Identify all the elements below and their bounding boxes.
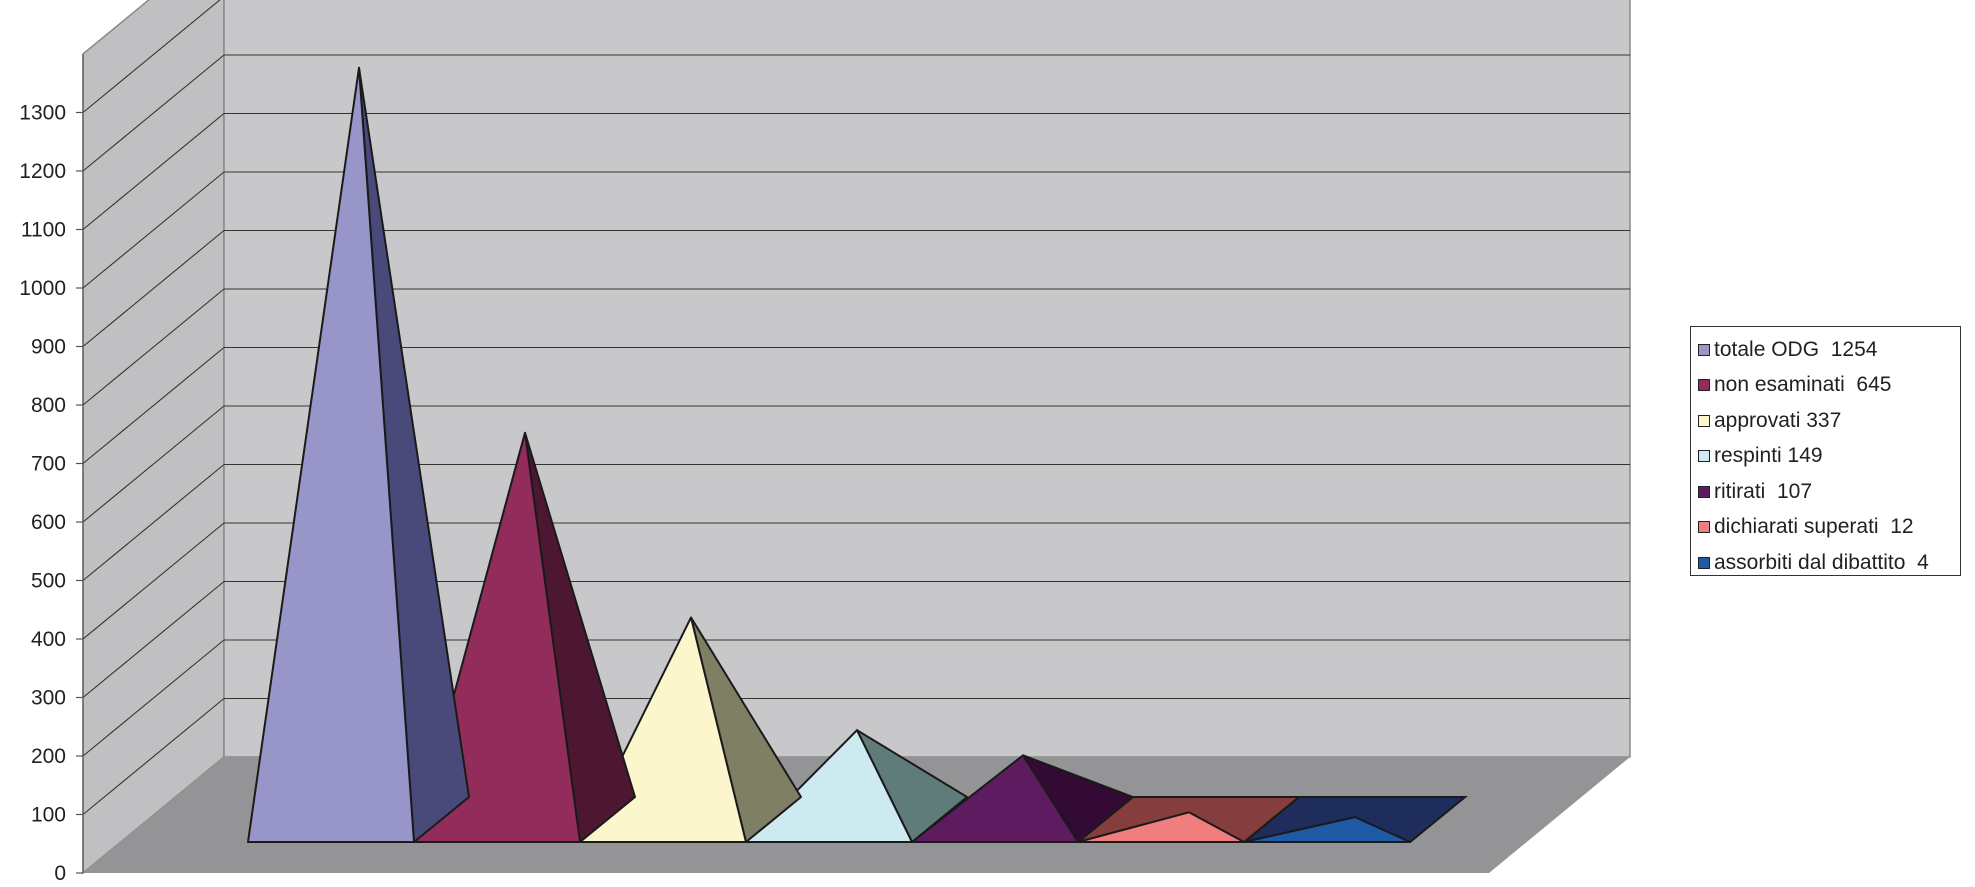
y-tick-label: 200 [31, 745, 66, 768]
legend-swatch [1698, 485, 1710, 498]
gridline [82, 698, 225, 815]
legend-label: assorbiti dal dibattito 4 [1714, 550, 1929, 574]
y-tick-label: 900 [31, 336, 66, 359]
y-tick-label: 0 [54, 862, 66, 885]
pyramid-bar [247, 66, 470, 843]
pyramid-front-face [911, 754, 1079, 843]
legend-swatch [1698, 450, 1710, 463]
legend-label: approvati 337 [1714, 408, 1842, 432]
legend-label: ritirati 107 [1714, 479, 1813, 503]
legend-item: assorbiti dal dibattito 4 [1698, 545, 1960, 581]
y-tick-label: 600 [31, 511, 66, 534]
gridline [82, 288, 225, 406]
legend-item: respinti 149 [1698, 439, 1960, 475]
legend-swatch [1698, 414, 1710, 427]
gridline [82, 639, 225, 757]
gridline [82, 171, 225, 289]
legend-item: non esaminati 645 [1698, 368, 1960, 404]
legend-item: dichiarati superati 12 [1698, 510, 1960, 546]
y-tick-label: 1100 [21, 219, 66, 242]
gridline [82, 113, 225, 230]
legend-label: respinti 149 [1714, 444, 1823, 468]
gridline [82, 581, 225, 698]
y-tick-label: 1000 [19, 277, 66, 300]
y-tick-label: 700 [31, 453, 66, 476]
pyramid-bar [911, 754, 1134, 843]
legend-swatch [1698, 343, 1710, 356]
y-tick-label: 800 [31, 394, 66, 417]
gridline [82, 405, 225, 523]
pyramid-bar [1075, 796, 1302, 843]
pyramid-front-face [1077, 811, 1245, 843]
y-tick-label: 1300 [19, 102, 66, 125]
chart-walls [82, 0, 1631, 875]
legend: totale ODG 1254 non esaminati 645 approv… [1690, 326, 1961, 576]
y-tick-label: 1200 [19, 160, 66, 183]
y-tick-label: 400 [31, 628, 66, 651]
legend-swatch [1698, 556, 1710, 569]
y-tick-label: 100 [31, 804, 66, 827]
pyramid-bar [745, 729, 968, 843]
gridline [82, 522, 225, 640]
gridline [82, 54, 225, 172]
gridline [82, 464, 225, 581]
chart-marks [247, 66, 1468, 843]
legend-item: ritirati 107 [1698, 474, 1960, 510]
y-tick-label: 500 [31, 570, 66, 593]
pyramid-bar [1241, 796, 1468, 843]
gridlines [82, 0, 1630, 815]
gridline [82, 230, 225, 347]
legend-swatch [1698, 521, 1710, 534]
legend-item: totale ODG 1254 [1698, 332, 1960, 368]
pyramid-front-face [1243, 816, 1411, 843]
gridline [82, 0, 221, 113]
pyramid-front-face [247, 66, 415, 843]
y-tick-label: 300 [31, 687, 66, 710]
legend-label: non esaminati 645 [1714, 373, 1892, 397]
legend-label: totale ODG 1254 [1714, 337, 1878, 361]
gridline [82, 347, 225, 464]
legend-swatch [1698, 379, 1710, 392]
pyramid-front-face [745, 729, 913, 843]
back-wall [223, 0, 1631, 758]
legend-item: approvati 337 [1698, 403, 1960, 439]
y-axis-ticks: 0 100 200 300 400 500 600 700 800 900 1000 1100 1200… [19, 54, 84, 885]
legend-label: dichiarati superati 12 [1714, 515, 1914, 539]
